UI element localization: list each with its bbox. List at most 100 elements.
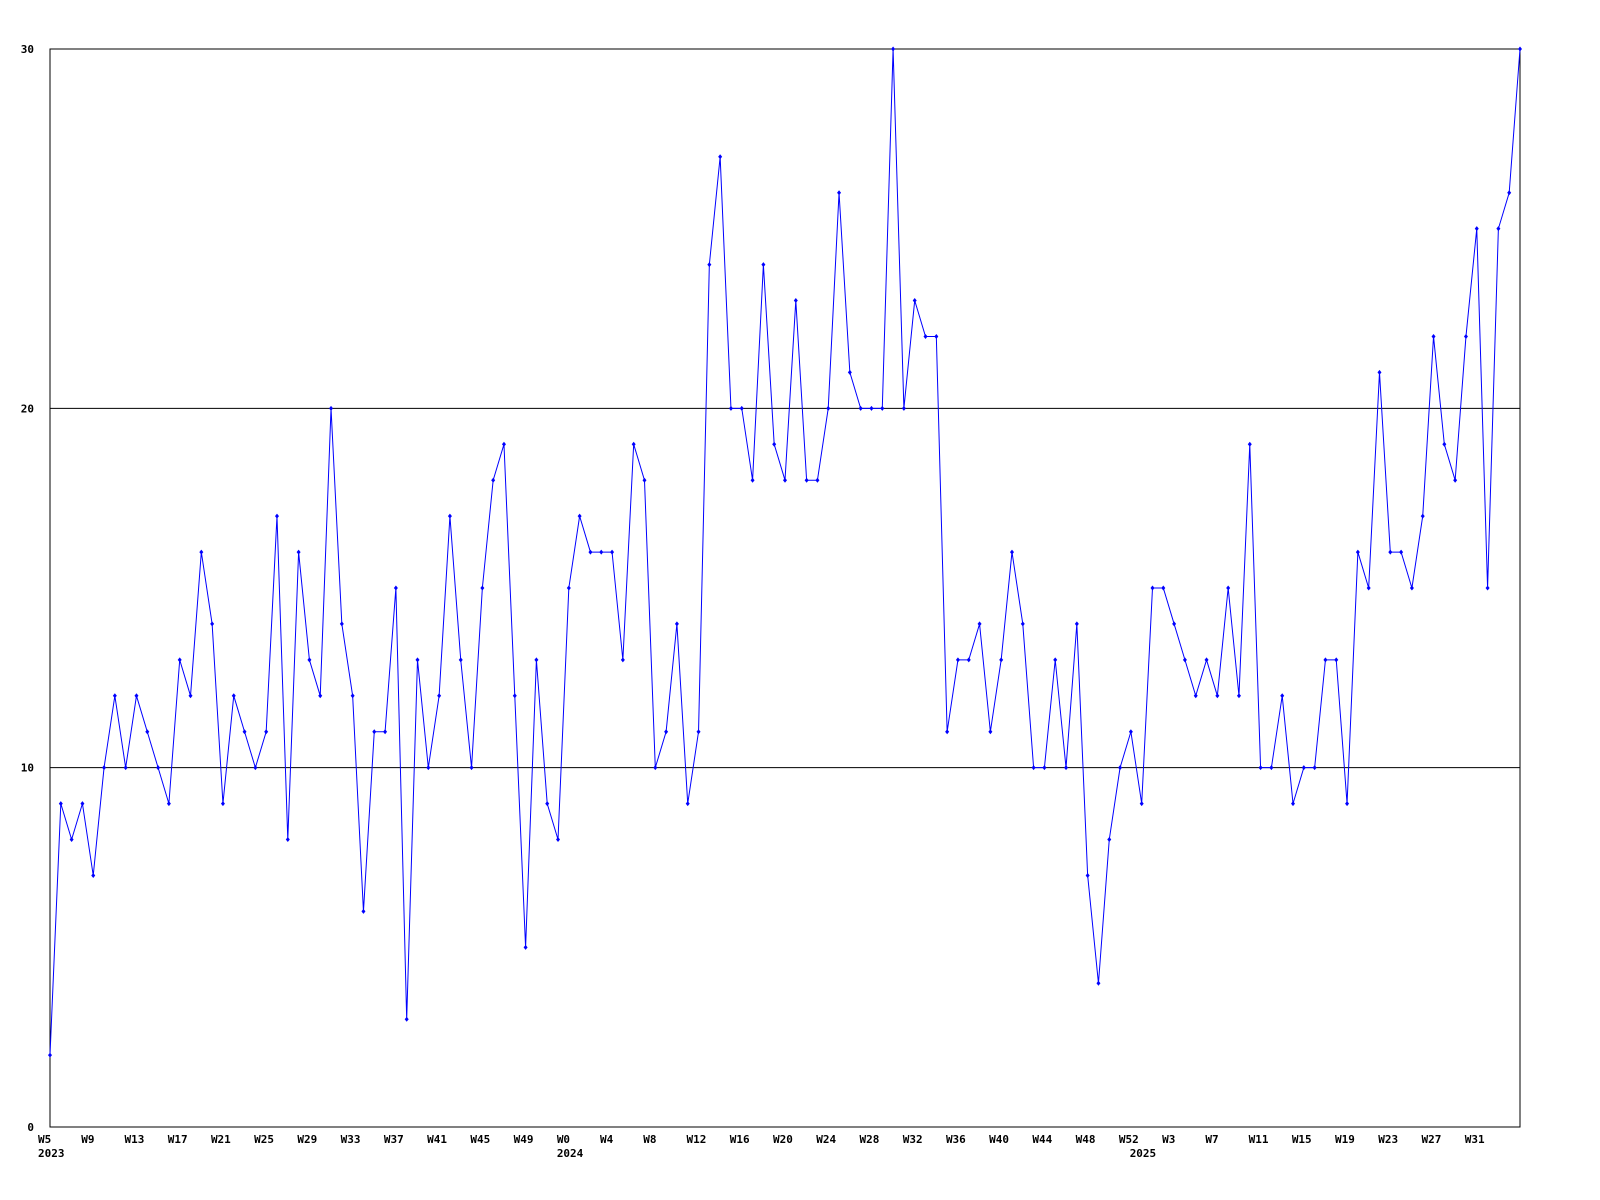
data-point <box>750 477 755 483</box>
x-tick-label: W15 <box>1292 1133 1312 1146</box>
x-tick-label: W20 <box>773 1133 793 1146</box>
data-point <box>242 729 247 735</box>
data-point <box>847 369 852 375</box>
data-point <box>858 405 863 411</box>
x-tick-label: W32 <box>903 1133 923 1146</box>
data-point <box>955 657 960 663</box>
data-point <box>80 801 85 807</box>
data-point <box>501 441 506 447</box>
data-point <box>285 837 290 843</box>
data-point <box>437 693 442 699</box>
data-point <box>112 693 117 699</box>
x-tick-label: W11 <box>1249 1133 1269 1146</box>
data-point <box>912 298 917 304</box>
data-point <box>1204 657 1209 663</box>
x-tick-label: W5 <box>38 1133 51 1146</box>
data-point <box>761 262 766 268</box>
data-point <box>1496 226 1501 232</box>
x-tick-label: W3 <box>1162 1133 1175 1146</box>
data-point <box>1377 369 1382 375</box>
data-point <box>469 765 474 771</box>
data-point <box>134 693 139 699</box>
data-point <box>1301 765 1306 771</box>
data-point <box>988 729 993 735</box>
data-point <box>610 549 615 555</box>
data-point <box>696 729 701 735</box>
data-point <box>1172 621 1177 627</box>
data-point <box>1269 765 1274 771</box>
data-point <box>123 765 128 771</box>
data-point <box>642 477 647 483</box>
data-point <box>772 441 777 447</box>
data-point <box>1031 765 1036 771</box>
data-point <box>1366 585 1371 591</box>
data-point <box>253 765 258 771</box>
data-point <box>631 441 636 447</box>
data-point <box>296 549 301 555</box>
data-point <box>1226 585 1231 591</box>
data-point <box>1009 549 1014 555</box>
data-point <box>707 262 712 268</box>
y-tick-label: 30 <box>21 43 34 56</box>
data-point <box>264 729 269 735</box>
x-tick-label: W12 <box>687 1133 707 1146</box>
data-point <box>1453 477 1458 483</box>
data-point <box>491 477 496 483</box>
data-point <box>826 405 831 411</box>
data-point <box>804 477 809 483</box>
data-point <box>1150 585 1155 591</box>
data-point <box>977 621 982 627</box>
data-point <box>404 1016 409 1022</box>
data-point <box>69 837 74 843</box>
data-point <box>1118 765 1123 771</box>
data-point <box>556 837 561 843</box>
data-point <box>1236 693 1241 699</box>
data-point <box>350 693 355 699</box>
data-point <box>329 405 334 411</box>
x-tick-label: W0 <box>557 1133 570 1146</box>
data-point <box>1399 549 1404 555</box>
data-point <box>177 657 182 663</box>
data-point <box>383 729 388 735</box>
data-point <box>274 513 279 519</box>
data-point <box>1463 333 1468 339</box>
x-tick-label: W23 <box>1378 1133 1398 1146</box>
data-point <box>1420 513 1425 519</box>
data-point <box>588 549 593 555</box>
data-point <box>447 513 452 519</box>
data-point <box>815 477 820 483</box>
x-tick-label: W21 <box>211 1133 231 1146</box>
x-tick-label: W13 <box>124 1133 144 1146</box>
data-point <box>1247 441 1252 447</box>
data-point <box>577 513 582 519</box>
x-tick-label: W4 <box>600 1133 614 1146</box>
data-point <box>901 405 906 411</box>
data-point <box>945 729 950 735</box>
data-point <box>91 872 96 878</box>
data-point <box>728 405 733 411</box>
data-point <box>1334 657 1339 663</box>
x-tick-label: W19 <box>1335 1133 1355 1146</box>
data-point <box>361 908 366 914</box>
data-point <box>1485 585 1490 591</box>
y-tick-label: 0 <box>27 1121 34 1134</box>
data-point <box>1182 657 1187 663</box>
data-point <box>523 944 528 950</box>
data-point <box>545 801 550 807</box>
x-tick-label: W45 <box>470 1133 490 1146</box>
data-point <box>426 765 431 771</box>
data-point <box>739 405 744 411</box>
data-point <box>653 765 658 771</box>
data-point <box>923 333 928 339</box>
data-point <box>1161 585 1166 591</box>
data-point <box>1139 801 1144 807</box>
data-point <box>48 1052 52 1058</box>
x-tick-label: W31 <box>1465 1133 1485 1146</box>
x-tick-label: W9 <box>81 1133 94 1146</box>
data-point <box>458 657 463 663</box>
data-point <box>1107 837 1112 843</box>
data-point <box>664 729 669 735</box>
data-point <box>1096 980 1101 986</box>
data-point <box>1280 693 1285 699</box>
data-point <box>999 657 1004 663</box>
